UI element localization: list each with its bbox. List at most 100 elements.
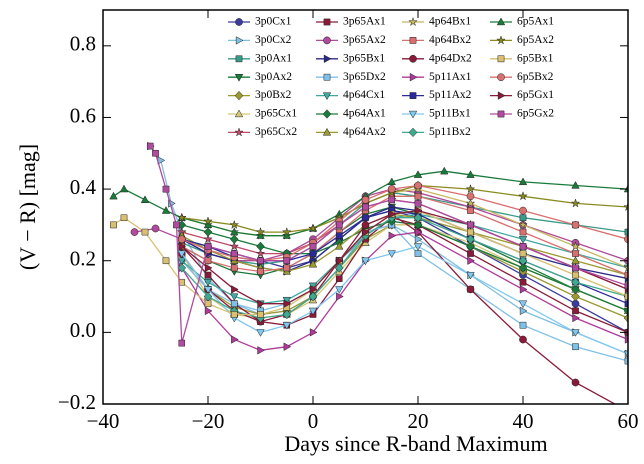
marker xyxy=(110,221,117,229)
marker xyxy=(151,224,160,233)
marker xyxy=(204,300,212,308)
marker xyxy=(497,91,506,100)
marker xyxy=(570,198,581,208)
y-tick-label: 0.8 xyxy=(70,32,96,56)
marker xyxy=(178,339,186,347)
marker xyxy=(496,35,506,45)
marker xyxy=(467,207,474,214)
marker xyxy=(361,257,370,266)
marker xyxy=(467,228,474,236)
marker xyxy=(230,300,238,308)
marker xyxy=(119,184,129,193)
y-tick-label: 0.6 xyxy=(70,103,96,127)
marker xyxy=(497,110,505,118)
legend-label: 5p11Ax1 xyxy=(429,71,472,83)
y-tick-label: 0.2 xyxy=(70,247,96,271)
legend-label: 3p65Cx2 xyxy=(255,126,297,138)
marker xyxy=(283,342,292,351)
marker xyxy=(309,328,318,337)
marker xyxy=(623,201,628,212)
legend-label: 3p65Cx1 xyxy=(255,108,297,120)
marker xyxy=(623,350,628,359)
marker xyxy=(234,127,244,137)
marker xyxy=(130,228,139,236)
marker xyxy=(519,214,527,222)
marker xyxy=(624,357,628,365)
marker xyxy=(162,185,170,193)
marker xyxy=(229,234,239,244)
marker xyxy=(203,227,213,237)
marker xyxy=(322,127,332,136)
marker xyxy=(308,307,318,316)
marker xyxy=(413,213,423,223)
marker xyxy=(409,54,417,63)
legend-label: 6p5Bx2 xyxy=(517,71,554,83)
legend-label: 4p64Bx1 xyxy=(429,16,471,28)
marker xyxy=(519,206,527,215)
marker xyxy=(388,231,397,240)
marker xyxy=(518,177,528,186)
marker xyxy=(230,311,238,318)
legend-label: 4p64Ax1 xyxy=(343,108,386,120)
marker xyxy=(388,209,397,219)
marker xyxy=(281,226,292,237)
marker xyxy=(309,250,317,257)
x-tick-label: −20 xyxy=(192,409,225,433)
marker xyxy=(414,235,423,244)
marker xyxy=(519,250,527,257)
marker xyxy=(467,221,474,229)
marker xyxy=(496,17,506,26)
marker xyxy=(362,214,369,222)
marker xyxy=(335,221,343,229)
legend-label: 6p5Gx2 xyxy=(517,108,554,120)
marker xyxy=(409,72,418,82)
marker xyxy=(231,335,239,344)
marker xyxy=(413,243,423,251)
marker xyxy=(519,306,528,316)
marker xyxy=(518,236,528,244)
series-line xyxy=(181,231,628,351)
marker xyxy=(283,299,292,308)
marker xyxy=(336,256,344,265)
marker xyxy=(467,250,474,257)
marker xyxy=(323,73,331,81)
marker xyxy=(623,313,628,323)
marker xyxy=(388,196,396,204)
series-line xyxy=(181,224,628,319)
marker xyxy=(571,291,580,302)
marker xyxy=(572,250,579,257)
marker xyxy=(361,221,370,229)
marker xyxy=(309,243,317,250)
x-axis-label: Days since R-band Maximum xyxy=(284,431,547,456)
marker xyxy=(570,241,581,251)
marker xyxy=(308,259,318,268)
marker xyxy=(571,378,580,387)
marker xyxy=(178,242,187,251)
marker xyxy=(466,285,475,294)
y-axis-label: (V − R) [mag] xyxy=(15,144,40,270)
marker xyxy=(230,264,238,272)
marker xyxy=(204,257,212,265)
series-line xyxy=(181,245,628,355)
legend-label: 3p65Ax1 xyxy=(343,16,386,28)
marker xyxy=(572,343,579,351)
marker xyxy=(235,36,244,45)
marker xyxy=(387,177,396,186)
marker xyxy=(624,235,628,244)
marker xyxy=(497,73,505,82)
marker xyxy=(571,284,580,295)
legend-label: 3p65Bx1 xyxy=(343,52,385,64)
marker xyxy=(335,241,344,250)
marker xyxy=(624,300,628,308)
marker xyxy=(229,219,240,230)
marker xyxy=(257,268,264,275)
marker xyxy=(173,221,180,229)
marker xyxy=(204,243,212,250)
series-line xyxy=(181,224,628,362)
marker xyxy=(234,74,244,82)
legend-label: 4p64Ax2 xyxy=(343,126,386,138)
marker xyxy=(572,313,581,323)
marker xyxy=(414,227,423,237)
